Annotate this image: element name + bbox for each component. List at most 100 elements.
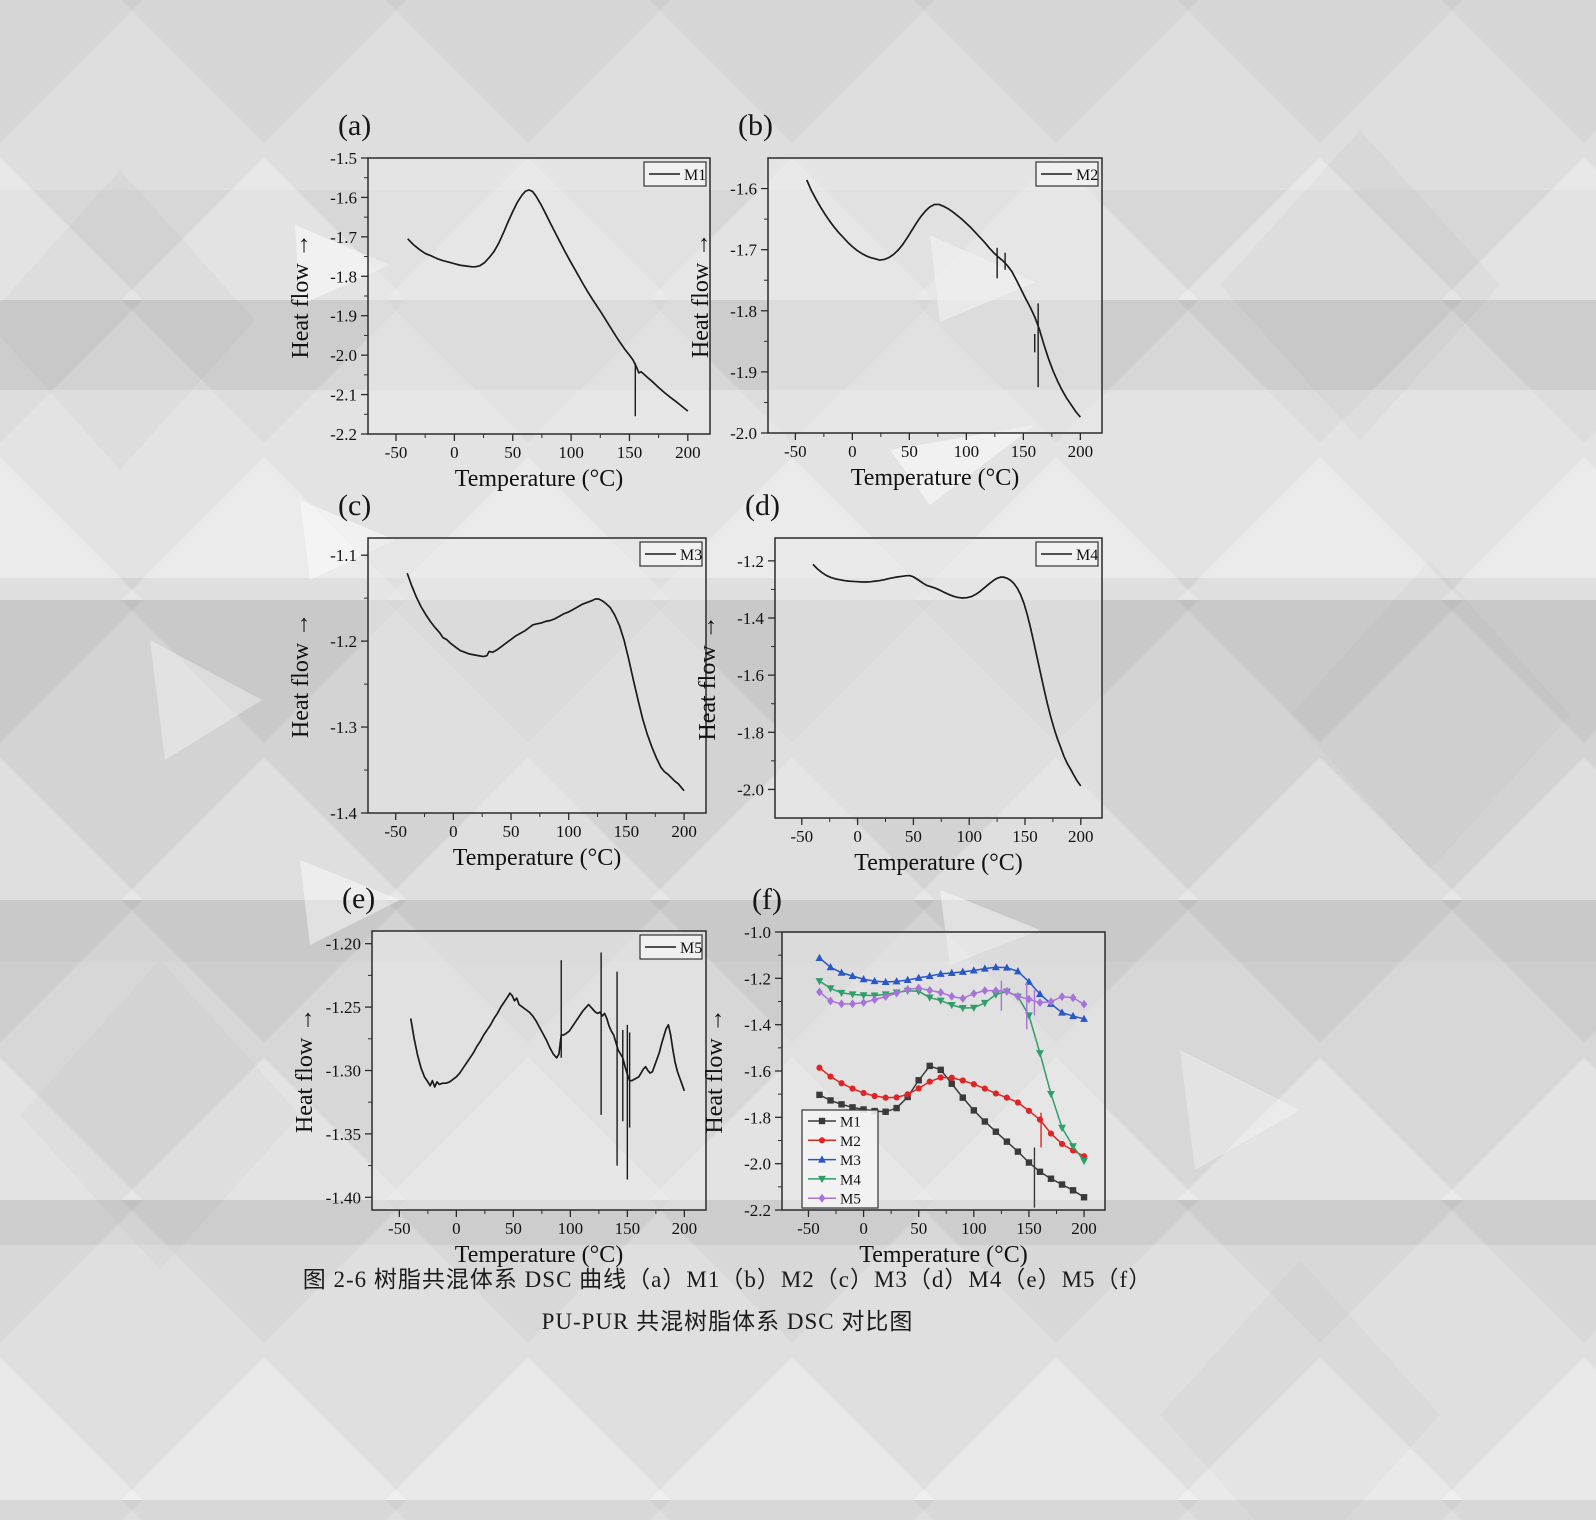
y-axis-title: Heat flow →: [292, 1008, 318, 1133]
legend-label: M3: [680, 547, 702, 564]
legend-label: M4: [840, 1172, 861, 1188]
y-tick-label: -1.2: [737, 552, 764, 571]
x-tick-label: 50: [901, 442, 918, 461]
x-tick-label: 200: [675, 443, 701, 462]
y-tick-label: -1.9: [730, 363, 757, 382]
x-tick-label: 100: [961, 1219, 987, 1238]
y-tick-label: -2.2: [330, 425, 357, 444]
y-axis-title: Heat flow →: [688, 233, 714, 358]
legend-label: M2: [840, 1134, 861, 1150]
figure-caption-line-2: PU-PUR 共混树脂体系 DSC 对比图: [541, 1309, 914, 1334]
x-tick-label: 50: [504, 443, 521, 462]
x-tick-label: 0: [848, 442, 857, 461]
chart-f: -50 0 50 100 150 200 -1.0 -1.2 -1.4 -1.6 -1.8 -2.0 -…: [702, 923, 1106, 1268]
y-tick-label: -1.7: [730, 241, 757, 260]
curve-M1: [407, 189, 689, 412]
x-tick-label: 150: [617, 443, 643, 462]
x-tick-label: 0: [449, 822, 458, 841]
x-axis-title: Temperature (°C): [851, 465, 1020, 491]
x-tick-label: 50: [503, 822, 520, 841]
x-tick-label: 0: [450, 443, 459, 462]
panel-label-f: (f): [752, 883, 782, 916]
plot-frame: [767, 157, 1103, 434]
x-tick-label: 0: [452, 1219, 461, 1238]
x-tick-label: 50: [505, 1219, 522, 1238]
x-axis-title: Temperature (°C): [854, 850, 1023, 876]
y-tick-label: -2.0: [730, 424, 757, 443]
x-axis-title: Temperature (°C): [455, 466, 624, 492]
x-tick-label: 100: [558, 1219, 584, 1238]
x-tick-label: 50: [910, 1219, 927, 1238]
y-tick-label: -1.40: [326, 1188, 361, 1207]
panel-label-d: (d): [745, 489, 780, 522]
y-tick-label: -1.1: [330, 546, 357, 565]
y-tick-label: -1.3: [330, 718, 357, 737]
y-tick-label: -2.1: [330, 386, 357, 405]
y-tick-label: -2.2: [744, 1201, 771, 1220]
curve-M3: [406, 572, 685, 792]
y-tick-label: -2.0: [744, 1155, 771, 1174]
plot-frame: [367, 537, 707, 814]
legend: M3: [639, 541, 703, 567]
legend-label: M1: [684, 167, 706, 184]
curve-M4: [812, 563, 1082, 787]
chart-b: -50 0 50 100 150 200 -1.6 -1.7 -1.8 -1.9 -2.0 Tempe…: [688, 157, 1103, 491]
legend-label: M4: [1076, 547, 1098, 564]
x-tick-label: 100: [954, 442, 980, 461]
plot-frame: [774, 537, 1103, 819]
x-tick-label: 150: [615, 1219, 641, 1238]
x-tick-label: -50: [797, 1219, 820, 1238]
legend-label: M2: [1076, 167, 1098, 184]
x-tick-label: -50: [790, 827, 813, 846]
y-tick-label: -1.8: [737, 723, 764, 742]
x-tick-label: 200: [1068, 827, 1094, 846]
y-tick-label: -1.8: [744, 1108, 771, 1127]
chart-d: -50 0 50 100 150 200 -1.2 -1.4 -1.6 -1.8 -2.0 Tempe…: [695, 537, 1103, 876]
x-tick-label: -50: [385, 443, 408, 462]
legend: M2: [1035, 161, 1099, 187]
x-tick-label: -50: [388, 1219, 411, 1238]
x-tick-label: 200: [1068, 442, 1094, 461]
legend-label: M1: [840, 1115, 861, 1131]
x-tick-label: 150: [614, 822, 640, 841]
legend-label: M5: [680, 940, 702, 957]
x-tick-label: 150: [1016, 1219, 1041, 1238]
y-tick-label: -1.8: [330, 267, 357, 286]
legend-label: M3: [840, 1153, 861, 1169]
x-tick-label: 100: [558, 443, 584, 462]
y-tick-label: -1.30: [326, 1062, 361, 1081]
y-tick-label: -1.0: [744, 923, 771, 942]
y-tick-label: -1.35: [326, 1125, 361, 1144]
y-tick-label: -1.8: [730, 302, 757, 321]
y-tick-label: -1.25: [326, 998, 361, 1017]
y-axis-title: Heat flow →: [288, 613, 314, 738]
legend-label: M5: [840, 1192, 861, 1208]
y-tick-label: -1.6: [330, 188, 357, 207]
legend: M5: [639, 934, 703, 960]
x-tick-label: 150: [1011, 442, 1037, 461]
legend: M1 M2 M3 M4 M5: [801, 1109, 879, 1209]
x-tick-label: 150: [1012, 827, 1038, 846]
y-tick-label: -1.2: [330, 632, 357, 651]
y-axis-title: Heat flow →: [695, 615, 721, 740]
y-tick-label: -1.6: [744, 1062, 771, 1081]
panel-label-e: (e): [342, 882, 376, 915]
panel-label-b: (b): [738, 109, 773, 142]
y-tick-label: -1.9: [330, 307, 357, 326]
x-axis-title: Temperature (°C): [859, 1242, 1028, 1268]
y-tick-label: -1.20: [326, 935, 361, 954]
x-tick-label: 100: [556, 822, 582, 841]
x-tick-label: -50: [784, 442, 807, 461]
x-tick-label: 100: [956, 827, 982, 846]
curve-M5: [409, 992, 686, 1092]
x-tick-label: 0: [853, 827, 862, 846]
y-tick-label: -2.0: [330, 346, 357, 365]
chart-c: -50 0 50 100 150 200 -1.1 -1.2 -1.3 -1.4 Temperatu…: [288, 537, 707, 871]
y-tick-label: -1.6: [730, 180, 757, 199]
x-tick-label: 0: [859, 1219, 868, 1238]
x-tick-label: 200: [672, 1219, 698, 1238]
panel-label-c: (c): [338, 489, 372, 522]
figure-caption-line-1: 图 2-6 树脂共混体系 DSC 曲线（a）M1（b）M2（c）M3（d）M4（…: [302, 1267, 1153, 1292]
y-tick-label: -2.0: [737, 780, 764, 799]
